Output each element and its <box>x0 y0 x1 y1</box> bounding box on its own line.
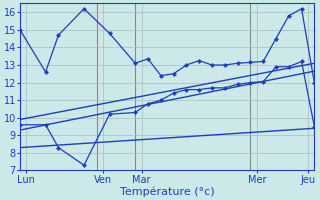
X-axis label: Température (°c): Température (°c) <box>120 186 214 197</box>
